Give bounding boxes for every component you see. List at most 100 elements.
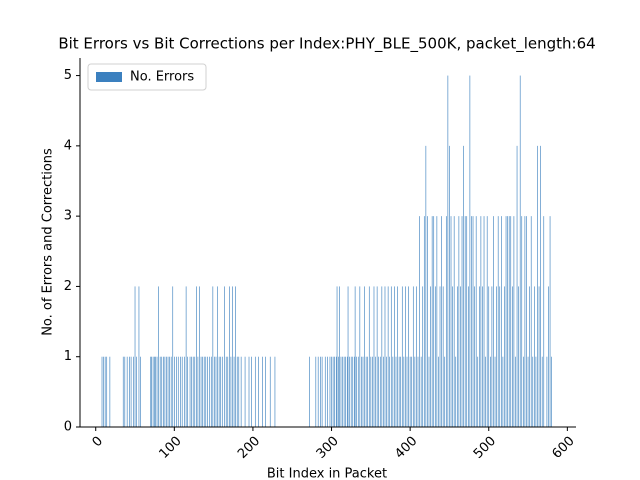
bar — [387, 286, 389, 427]
bar — [537, 145, 538, 427]
bar — [227, 356, 229, 427]
bar — [471, 216, 472, 427]
bar — [104, 356, 106, 427]
bar — [244, 356, 246, 427]
bar — [200, 356, 202, 427]
bar — [445, 216, 447, 427]
bar — [464, 216, 466, 427]
bar — [412, 286, 414, 427]
bar — [232, 286, 233, 427]
bar — [214, 356, 215, 427]
bar — [354, 356, 355, 427]
x-tick-label: 100 — [156, 434, 184, 462]
y-tick-label: 2 — [64, 279, 72, 294]
bar — [389, 356, 391, 427]
bar — [417, 356, 419, 427]
bar — [534, 286, 535, 427]
bar — [230, 356, 232, 427]
bar — [420, 356, 422, 427]
bar — [133, 356, 134, 427]
bar — [450, 216, 452, 427]
bar — [452, 286, 453, 427]
bar — [394, 286, 395, 427]
bar — [375, 356, 376, 427]
bar — [405, 286, 406, 427]
x-tick-label: 300 — [314, 434, 342, 462]
bar — [324, 356, 326, 427]
bar — [170, 356, 172, 427]
bar — [309, 356, 310, 427]
bar — [159, 356, 161, 427]
bar — [419, 216, 420, 427]
x-tick-label: 600 — [549, 434, 577, 462]
bar — [140, 356, 141, 427]
bar — [365, 356, 367, 427]
bar — [209, 356, 211, 427]
bar — [138, 286, 140, 427]
bar — [527, 356, 529, 427]
bar — [381, 286, 383, 427]
bar — [158, 286, 159, 427]
bar — [472, 216, 474, 427]
bar — [130, 356, 132, 427]
bar — [224, 286, 225, 427]
bar — [512, 286, 513, 427]
bar — [163, 356, 164, 427]
bar — [372, 356, 373, 427]
bar — [185, 286, 187, 427]
bar — [203, 356, 205, 427]
bar — [197, 356, 199, 427]
bar — [106, 356, 108, 427]
bar — [490, 356, 491, 427]
bar — [235, 286, 236, 427]
bar — [339, 286, 340, 427]
bar — [444, 356, 446, 427]
bar — [428, 356, 430, 427]
bar — [423, 216, 425, 427]
y-tick-label: 1 — [64, 349, 72, 364]
bar — [427, 216, 428, 427]
bar — [207, 356, 208, 427]
bar — [205, 356, 207, 427]
x-tick-label: 200 — [235, 434, 263, 462]
bar — [343, 356, 345, 427]
bar — [151, 356, 152, 427]
bar — [215, 356, 217, 427]
bar — [551, 356, 552, 427]
bar — [109, 356, 111, 427]
bar — [126, 356, 128, 427]
bar — [431, 216, 433, 427]
bar — [383, 356, 384, 427]
y-tick-label: 4 — [64, 138, 72, 153]
bar — [507, 216, 508, 427]
bar — [548, 286, 549, 427]
bar — [167, 356, 169, 427]
bar — [233, 356, 235, 427]
legend-box — [87, 63, 207, 91]
bar — [395, 356, 397, 427]
legend-swatch — [96, 72, 122, 82]
bar — [386, 356, 387, 427]
bar — [274, 356, 276, 427]
bar — [398, 356, 400, 427]
bar — [361, 356, 362, 427]
bar — [229, 286, 230, 427]
bar — [400, 356, 402, 427]
bar — [376, 286, 378, 427]
bar — [210, 356, 212, 427]
bar — [482, 286, 483, 427]
bar — [488, 286, 490, 427]
bar — [519, 75, 521, 428]
bar — [442, 286, 444, 427]
bar — [518, 286, 519, 427]
bar — [265, 356, 266, 427]
bar — [212, 286, 214, 427]
bar — [401, 286, 403, 427]
bar — [494, 356, 496, 427]
bar — [156, 356, 158, 427]
bar — [124, 356, 126, 427]
bar — [416, 286, 417, 427]
bar — [181, 356, 183, 427]
bar — [367, 356, 369, 427]
